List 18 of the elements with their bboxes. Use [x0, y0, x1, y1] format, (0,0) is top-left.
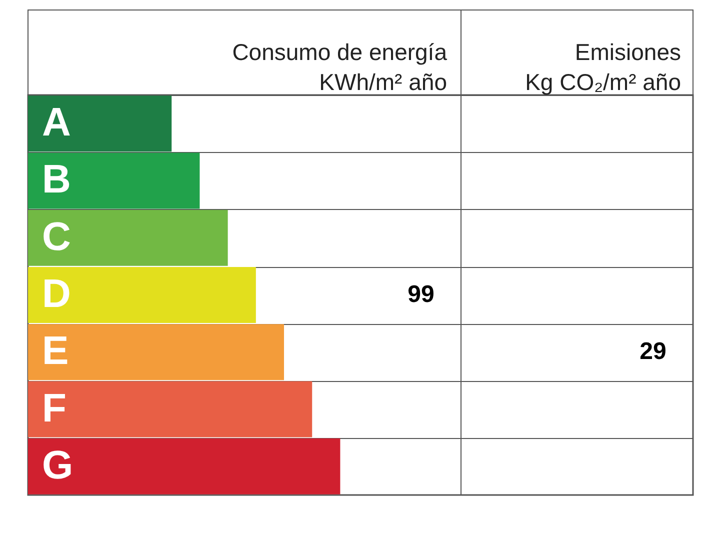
y-tick-label: G — [42, 443, 74, 488]
bar — [28, 438, 340, 494]
bar — [28, 267, 256, 323]
y-tick-label: A — [42, 100, 71, 145]
bar — [28, 152, 200, 209]
text: Emisiones Kg CO₂/m² año — [525, 39, 681, 95]
bar — [28, 210, 228, 266]
bar — [28, 381, 312, 438]
bar — [28, 96, 172, 152]
y-tick-label: C — [42, 214, 71, 259]
y-tick-label: E — [42, 329, 69, 374]
x-axis-title: Consumo de energía KWh/m² año — [232, 39, 448, 95]
y-tick-label: B — [42, 158, 71, 202]
bar — [28, 324, 284, 380]
y-tick-label: F — [42, 386, 66, 430]
y-tick-label: D — [42, 272, 71, 316]
text: 29 — [640, 338, 666, 366]
text: 99 — [408, 281, 434, 308]
